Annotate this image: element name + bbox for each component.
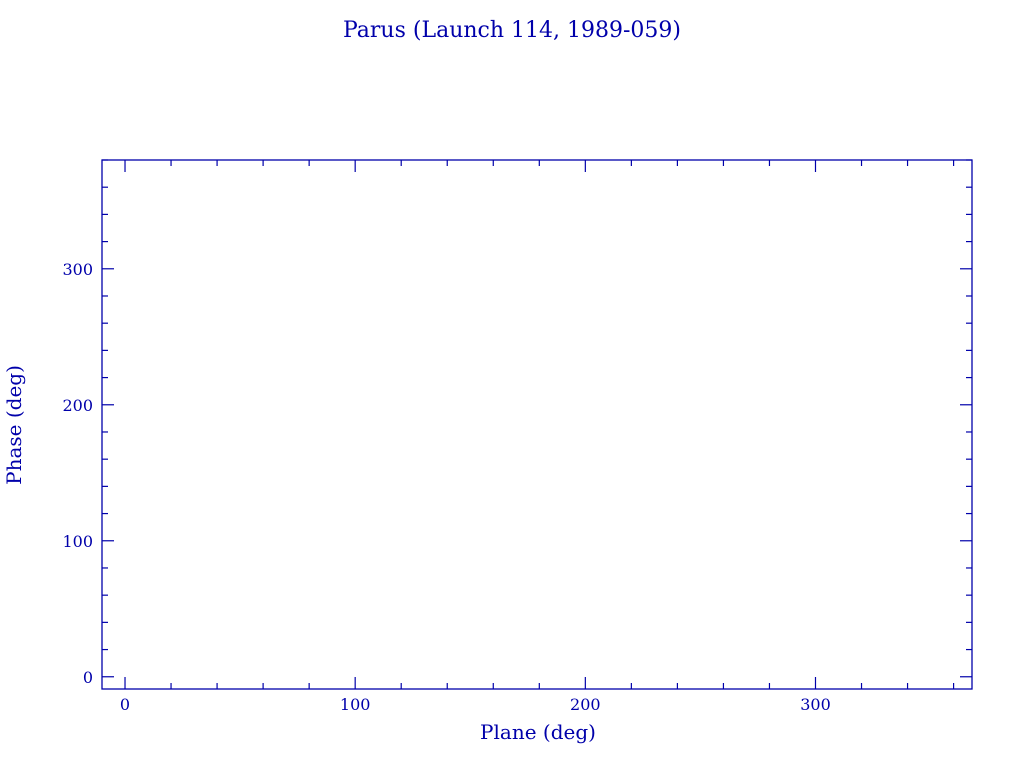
axis-ticks (102, 159, 972, 689)
y-tick-label: 300 (62, 260, 93, 279)
y-axis-label: Phase (deg) (2, 365, 26, 485)
x-axis-label: Plane (deg) (480, 720, 596, 744)
chart-title: Parus (Launch 114, 1989-059) (343, 18, 681, 43)
x-tick-label: 0 (120, 695, 130, 714)
x-tick-label: 200 (570, 695, 601, 714)
x-tick-label: 300 (800, 695, 831, 714)
x-tick-label: 100 (340, 695, 371, 714)
y-tick-label: 0 (83, 668, 93, 687)
y-tick-label: 100 (62, 532, 93, 551)
y-tick-label: 200 (62, 396, 93, 415)
tick-labels: 0 100 200 300 0 100 200 300 (62, 260, 830, 714)
plot-frame (101, 159, 973, 690)
